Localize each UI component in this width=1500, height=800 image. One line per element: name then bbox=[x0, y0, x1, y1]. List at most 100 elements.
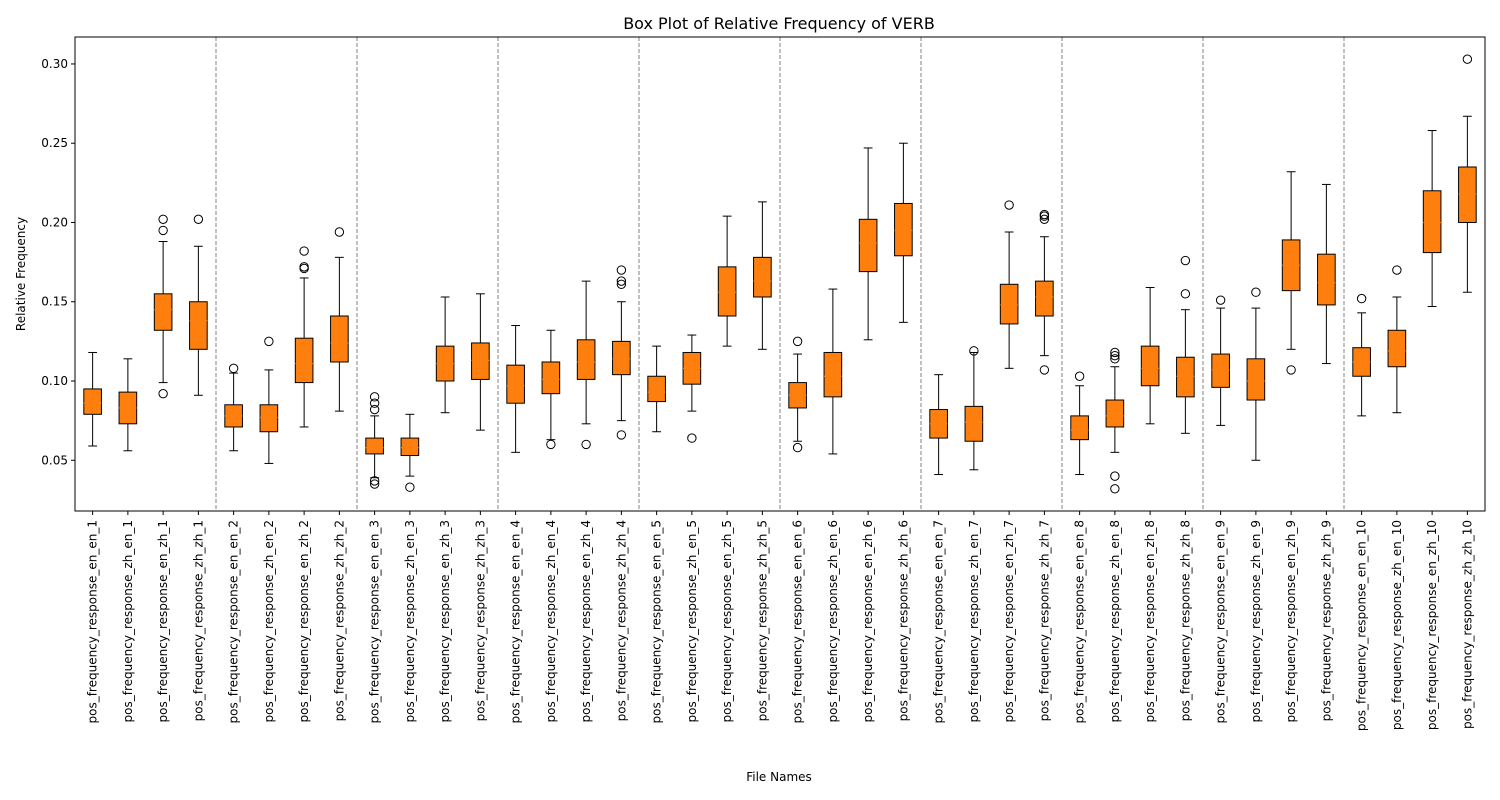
outlier-point bbox=[264, 336, 274, 347]
box bbox=[1105, 399, 1125, 428]
x-tick-label: pos_frequency_response_en_en_5 bbox=[650, 520, 664, 724]
plot-frame bbox=[74, 36, 1486, 512]
outlier-point bbox=[1110, 484, 1120, 494]
box bbox=[1246, 358, 1266, 401]
x-tick-label: pos_frequency_response_zh_zh_1 bbox=[191, 520, 205, 721]
y-axis-label: Relative Frequency bbox=[14, 217, 28, 331]
outlier-point bbox=[1039, 214, 1050, 225]
x-tick-label: pos_frequency_response_en_en_2 bbox=[227, 520, 241, 724]
box bbox=[858, 218, 878, 273]
x-tick-label: pos_frequency_response_en_zh_8 bbox=[1143, 520, 1157, 722]
box bbox=[1035, 280, 1054, 317]
outlier-point bbox=[1392, 265, 1402, 275]
outlier-point bbox=[369, 398, 380, 408]
outlier-point bbox=[369, 476, 380, 486]
x-tick-label: pos_frequency_response_en_zh_1 bbox=[156, 520, 170, 722]
x-tick-label: pos_frequency_response_en_zh_10 bbox=[1425, 520, 1439, 730]
y-tick-label: 0.20 bbox=[41, 215, 68, 229]
outlier-point bbox=[1180, 289, 1191, 299]
x-tick-label: pos_frequency_response_zh_zh_6 bbox=[896, 520, 910, 721]
box bbox=[1070, 415, 1089, 441]
box bbox=[1211, 353, 1230, 388]
outlier-point bbox=[1462, 54, 1473, 64]
x-axis-label: File Names bbox=[746, 770, 812, 784]
outlier-point bbox=[193, 214, 204, 225]
outlier-point bbox=[687, 433, 697, 443]
outlier-point bbox=[1180, 255, 1191, 266]
box bbox=[612, 340, 631, 376]
x-tick-label: pos_frequency_response_zh_en_7 bbox=[967, 520, 981, 722]
box bbox=[1176, 356, 1195, 398]
box bbox=[1422, 190, 1442, 254]
x-tick-label: pos_frequency_response_zh_zh_3 bbox=[473, 520, 487, 721]
x-tick-label: pos_frequency_response_en_en_7 bbox=[932, 520, 946, 724]
box bbox=[576, 339, 596, 380]
outlier-point bbox=[1004, 200, 1014, 210]
x-tick-label: pos_frequency_response_zh_en_6 bbox=[826, 520, 840, 722]
x-tick-label: pos_frequency_response_zh_zh_4 bbox=[614, 520, 628, 721]
chart-title: Box Plot of Relative Frequency of VERB bbox=[623, 14, 935, 33]
x-tick-label: pos_frequency_response_zh_en_8 bbox=[1108, 520, 1122, 722]
outlier-point bbox=[1286, 365, 1296, 375]
outlier-point bbox=[369, 479, 380, 489]
outlier-point bbox=[369, 392, 380, 402]
outlier-point bbox=[792, 336, 803, 347]
outlier-point bbox=[616, 265, 627, 275]
outlier-point bbox=[1356, 293, 1367, 304]
x-tick-label: pos_frequency_response_en_zh_9 bbox=[1284, 520, 1298, 722]
x-tick-label: pos_frequency_response_zh_en_4 bbox=[544, 520, 558, 722]
y-tick-label: 0.25 bbox=[41, 136, 68, 150]
outlier-point bbox=[158, 225, 168, 236]
outlier-point bbox=[299, 262, 309, 272]
outlier-point bbox=[334, 227, 345, 237]
outlier-point bbox=[1074, 371, 1085, 381]
box bbox=[400, 437, 420, 457]
outlier-point bbox=[1251, 287, 1261, 297]
x-tick-label: pos_frequency_response_en_en_3 bbox=[368, 520, 382, 724]
box bbox=[647, 375, 666, 403]
box bbox=[964, 405, 984, 442]
plot-area: 0.05 0.10 0.15 0.20 0.25 0.30 pos_frequency_re… bbox=[41, 36, 1486, 731]
outlier-point bbox=[299, 246, 309, 256]
x-tick-label: pos_frequency_response_zh_zh_8 bbox=[1178, 520, 1192, 721]
outlier-point bbox=[1110, 354, 1120, 364]
box bbox=[894, 202, 913, 257]
x-tick-label: pos_frequency_response_en_en_1 bbox=[86, 520, 100, 724]
outlier-point bbox=[616, 276, 627, 286]
outlier-point bbox=[158, 214, 168, 225]
x-tick-label: pos_frequency_response_en_en_8 bbox=[1073, 520, 1087, 724]
box bbox=[717, 266, 737, 317]
x-tick-label: pos_frequency_response_en_en_9 bbox=[1214, 520, 1228, 724]
x-tick-label: pos_frequency_response_zh_en_10 bbox=[1390, 520, 1404, 730]
outlier-point bbox=[1215, 295, 1226, 305]
box bbox=[753, 256, 772, 298]
x-tick-label: pos_frequency_response_zh_zh_7 bbox=[1037, 520, 1051, 721]
box bbox=[999, 283, 1019, 325]
box bbox=[189, 301, 208, 350]
x-tick-label: pos_frequency_response_zh_en_9 bbox=[1249, 520, 1263, 722]
outlier-point bbox=[1110, 347, 1120, 358]
x-tick-label: pos_frequency_response_zh_zh_5 bbox=[755, 520, 769, 721]
box bbox=[1317, 253, 1336, 306]
box bbox=[1458, 166, 1477, 223]
outlier-point bbox=[228, 363, 239, 374]
box bbox=[506, 364, 525, 404]
outlier-point bbox=[616, 279, 627, 290]
x-tick-label: pos_frequency_response_zh_zh_9 bbox=[1319, 520, 1333, 721]
x-tick-label: pos_frequency_response_en_zh_6 bbox=[861, 520, 875, 722]
outlier-point bbox=[158, 388, 168, 399]
outlier-point bbox=[1039, 365, 1050, 375]
x-tick-label: pos_frequency_response_zh_en_2 bbox=[262, 520, 276, 722]
box bbox=[153, 293, 173, 331]
x-tick-label: pos_frequency_response_en_zh_5 bbox=[720, 520, 734, 722]
outlier-point bbox=[1110, 350, 1120, 361]
y-tick-label: 0.10 bbox=[41, 374, 68, 388]
x-tick-label: pos_frequency_response_zh_en_3 bbox=[403, 520, 417, 722]
outlier-point bbox=[969, 346, 979, 356]
y-tick-label: 0.30 bbox=[41, 57, 68, 71]
box bbox=[259, 404, 279, 433]
box bbox=[330, 315, 349, 363]
x-tick-label: pos_frequency_response_zh_en_1 bbox=[121, 520, 135, 722]
box bbox=[541, 361, 561, 395]
